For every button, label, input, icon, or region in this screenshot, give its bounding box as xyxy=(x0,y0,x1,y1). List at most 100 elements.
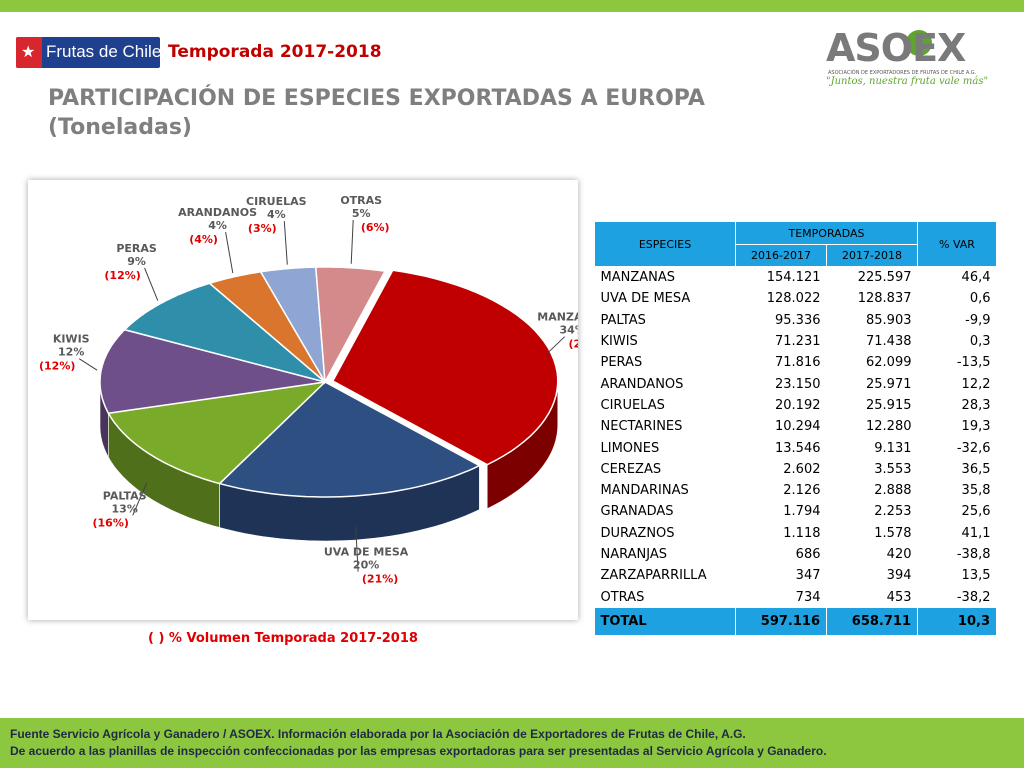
pie-slice xyxy=(218,381,482,498)
footer: Fuente Servicio Agrícola y Ganadero / AS… xyxy=(0,718,1024,768)
title-line-2: (Toneladas) xyxy=(48,115,192,140)
leader-line xyxy=(144,267,159,301)
table-row: MANZANAS 154.121 225.597 46,4 xyxy=(595,267,997,289)
slice-prev-percent: (21%) xyxy=(362,573,398,586)
leader-line xyxy=(546,336,566,354)
table-row: CEREZAS 2.602 3.553 36,5 xyxy=(595,459,997,480)
value-cell: 85.903 xyxy=(866,312,912,328)
slice-label: PALTAS xyxy=(103,489,147,502)
value-cell: 2.253 xyxy=(874,504,912,520)
slice-label: CIRUELAS xyxy=(246,195,307,208)
species-cell: ZARZAPARRILLA xyxy=(600,568,707,584)
leader-line xyxy=(355,526,359,572)
value-cell: 686 xyxy=(795,547,821,562)
leader-line xyxy=(225,232,234,274)
value-cell: 10.294 xyxy=(775,419,821,435)
slice-prev-percent: (12%) xyxy=(39,360,75,373)
leader-line xyxy=(283,221,288,265)
slice-label: KIWIS xyxy=(53,333,90,346)
pie-slice xyxy=(107,380,328,485)
slice-label: UVA DE MESA xyxy=(324,546,409,559)
total-row: TOTAL 597.116 658.711 10,3 xyxy=(594,607,997,635)
species-cell: MANZANAS xyxy=(600,270,676,286)
col-species: ESPECIES xyxy=(594,221,736,267)
table-row: KIWIS 71.231 71.438 0,3 xyxy=(595,331,997,352)
pie-slice xyxy=(259,266,326,383)
species-cell: UVA DE MESA xyxy=(600,291,691,307)
slice-label: ARANDANOS xyxy=(178,206,257,219)
value-cell: 23.150 xyxy=(775,376,821,392)
asoex-name: ASOEX xyxy=(826,26,966,70)
slice-percent: 34% xyxy=(560,324,578,337)
species-cell: NARANJAS xyxy=(600,547,668,562)
slice-percent: 13% xyxy=(112,502,138,515)
value-cell: 2.888 xyxy=(874,483,912,499)
chile-star-icon xyxy=(16,37,42,68)
value-cell: 71.816 xyxy=(775,355,821,371)
value-cell: 71.438 xyxy=(866,334,912,350)
value-cell: 128.837 xyxy=(857,291,912,307)
value-cell: 2.602 xyxy=(783,461,821,477)
leader-line xyxy=(132,482,148,516)
footer-line-2: De acuerdo a las planillas de inspección… xyxy=(10,744,827,758)
species-cell: NECTARINES xyxy=(600,419,683,435)
slice-percent: 5% xyxy=(352,207,371,220)
slice-prev-percent: (3%) xyxy=(248,222,277,235)
pie-slice xyxy=(123,282,326,383)
table-row: CIRUELAS 20.192 25.915 28,3 xyxy=(595,395,997,416)
value-cell: 0,3 xyxy=(969,334,991,350)
season-label: Temporada 2017-2018 xyxy=(168,42,382,62)
value-cell: 20.192 xyxy=(775,397,821,413)
value-cell: 62.099 xyxy=(866,355,912,371)
total-value: 658.711 xyxy=(826,607,918,635)
value-cell: 394 xyxy=(886,568,912,584)
table-row: ZARZAPARRILLA 347 394 13,5 xyxy=(595,565,997,586)
value-cell: 3.553 xyxy=(874,461,912,477)
slice-percent: 4% xyxy=(208,219,227,232)
value-cell: -9,9 xyxy=(965,312,991,328)
value-cell: 28,3 xyxy=(961,397,991,413)
slice-prev-percent: (16%) xyxy=(93,516,129,529)
slice-prev-percent: (4%) xyxy=(189,233,218,246)
slice-percent: 12% xyxy=(58,346,84,359)
col-season-1: 2016-2017 xyxy=(735,244,827,267)
species-cell: OTRAS xyxy=(600,589,645,605)
pie-slice xyxy=(314,266,387,385)
table-row: MANDARINAS 2.126 2.888 35,8 xyxy=(595,480,997,501)
table-row: ARANDANOS 23.150 25.971 12,2 xyxy=(595,373,997,394)
slice-prev-percent: (6%) xyxy=(361,221,390,234)
species-cell: DURAZNOS xyxy=(600,525,675,541)
value-cell: 1.578 xyxy=(874,525,912,541)
slice-label: OTRAS xyxy=(340,194,382,207)
value-cell: 128.022 xyxy=(766,291,821,307)
value-cell: 9.131 xyxy=(874,440,912,456)
pie-slice xyxy=(331,269,559,466)
total-label: TOTAL xyxy=(594,607,736,635)
value-cell: -13,5 xyxy=(956,355,991,371)
table-row: LIMONES 13.546 9.131 -32,6 xyxy=(595,437,997,458)
slice-prev-percent: (26%) xyxy=(569,338,578,351)
value-cell: 453 xyxy=(886,589,912,605)
value-cell: 19,3 xyxy=(961,419,991,435)
title-line-1: PARTICIPACIÓN DE ESPECIES EXPORTADAS A E… xyxy=(48,86,705,111)
species-cell: GRANADAS xyxy=(600,504,674,520)
value-cell: 13.546 xyxy=(775,440,821,456)
top-accent-bar xyxy=(0,0,1024,12)
pie-slice xyxy=(208,270,326,383)
value-cell: 25.915 xyxy=(866,397,912,413)
value-cell: -38,8 xyxy=(956,547,991,562)
col-var: % VAR xyxy=(917,221,997,267)
species-cell: CIRUELAS xyxy=(600,397,665,413)
value-cell: 35,8 xyxy=(961,483,991,499)
slice-percent: 20% xyxy=(353,559,379,572)
species-cell: MANDARINAS xyxy=(600,483,689,499)
col-seasons: TEMPORADAS xyxy=(735,221,918,245)
asoex-slogan: "Juntos, nuestra fruta vale más" xyxy=(826,76,989,87)
species-cell: PALTAS xyxy=(600,312,646,328)
leader-line xyxy=(78,358,98,371)
total-value: 10,3 xyxy=(917,607,997,635)
value-cell: -32,6 xyxy=(956,440,991,456)
value-cell: 420 xyxy=(886,547,912,562)
